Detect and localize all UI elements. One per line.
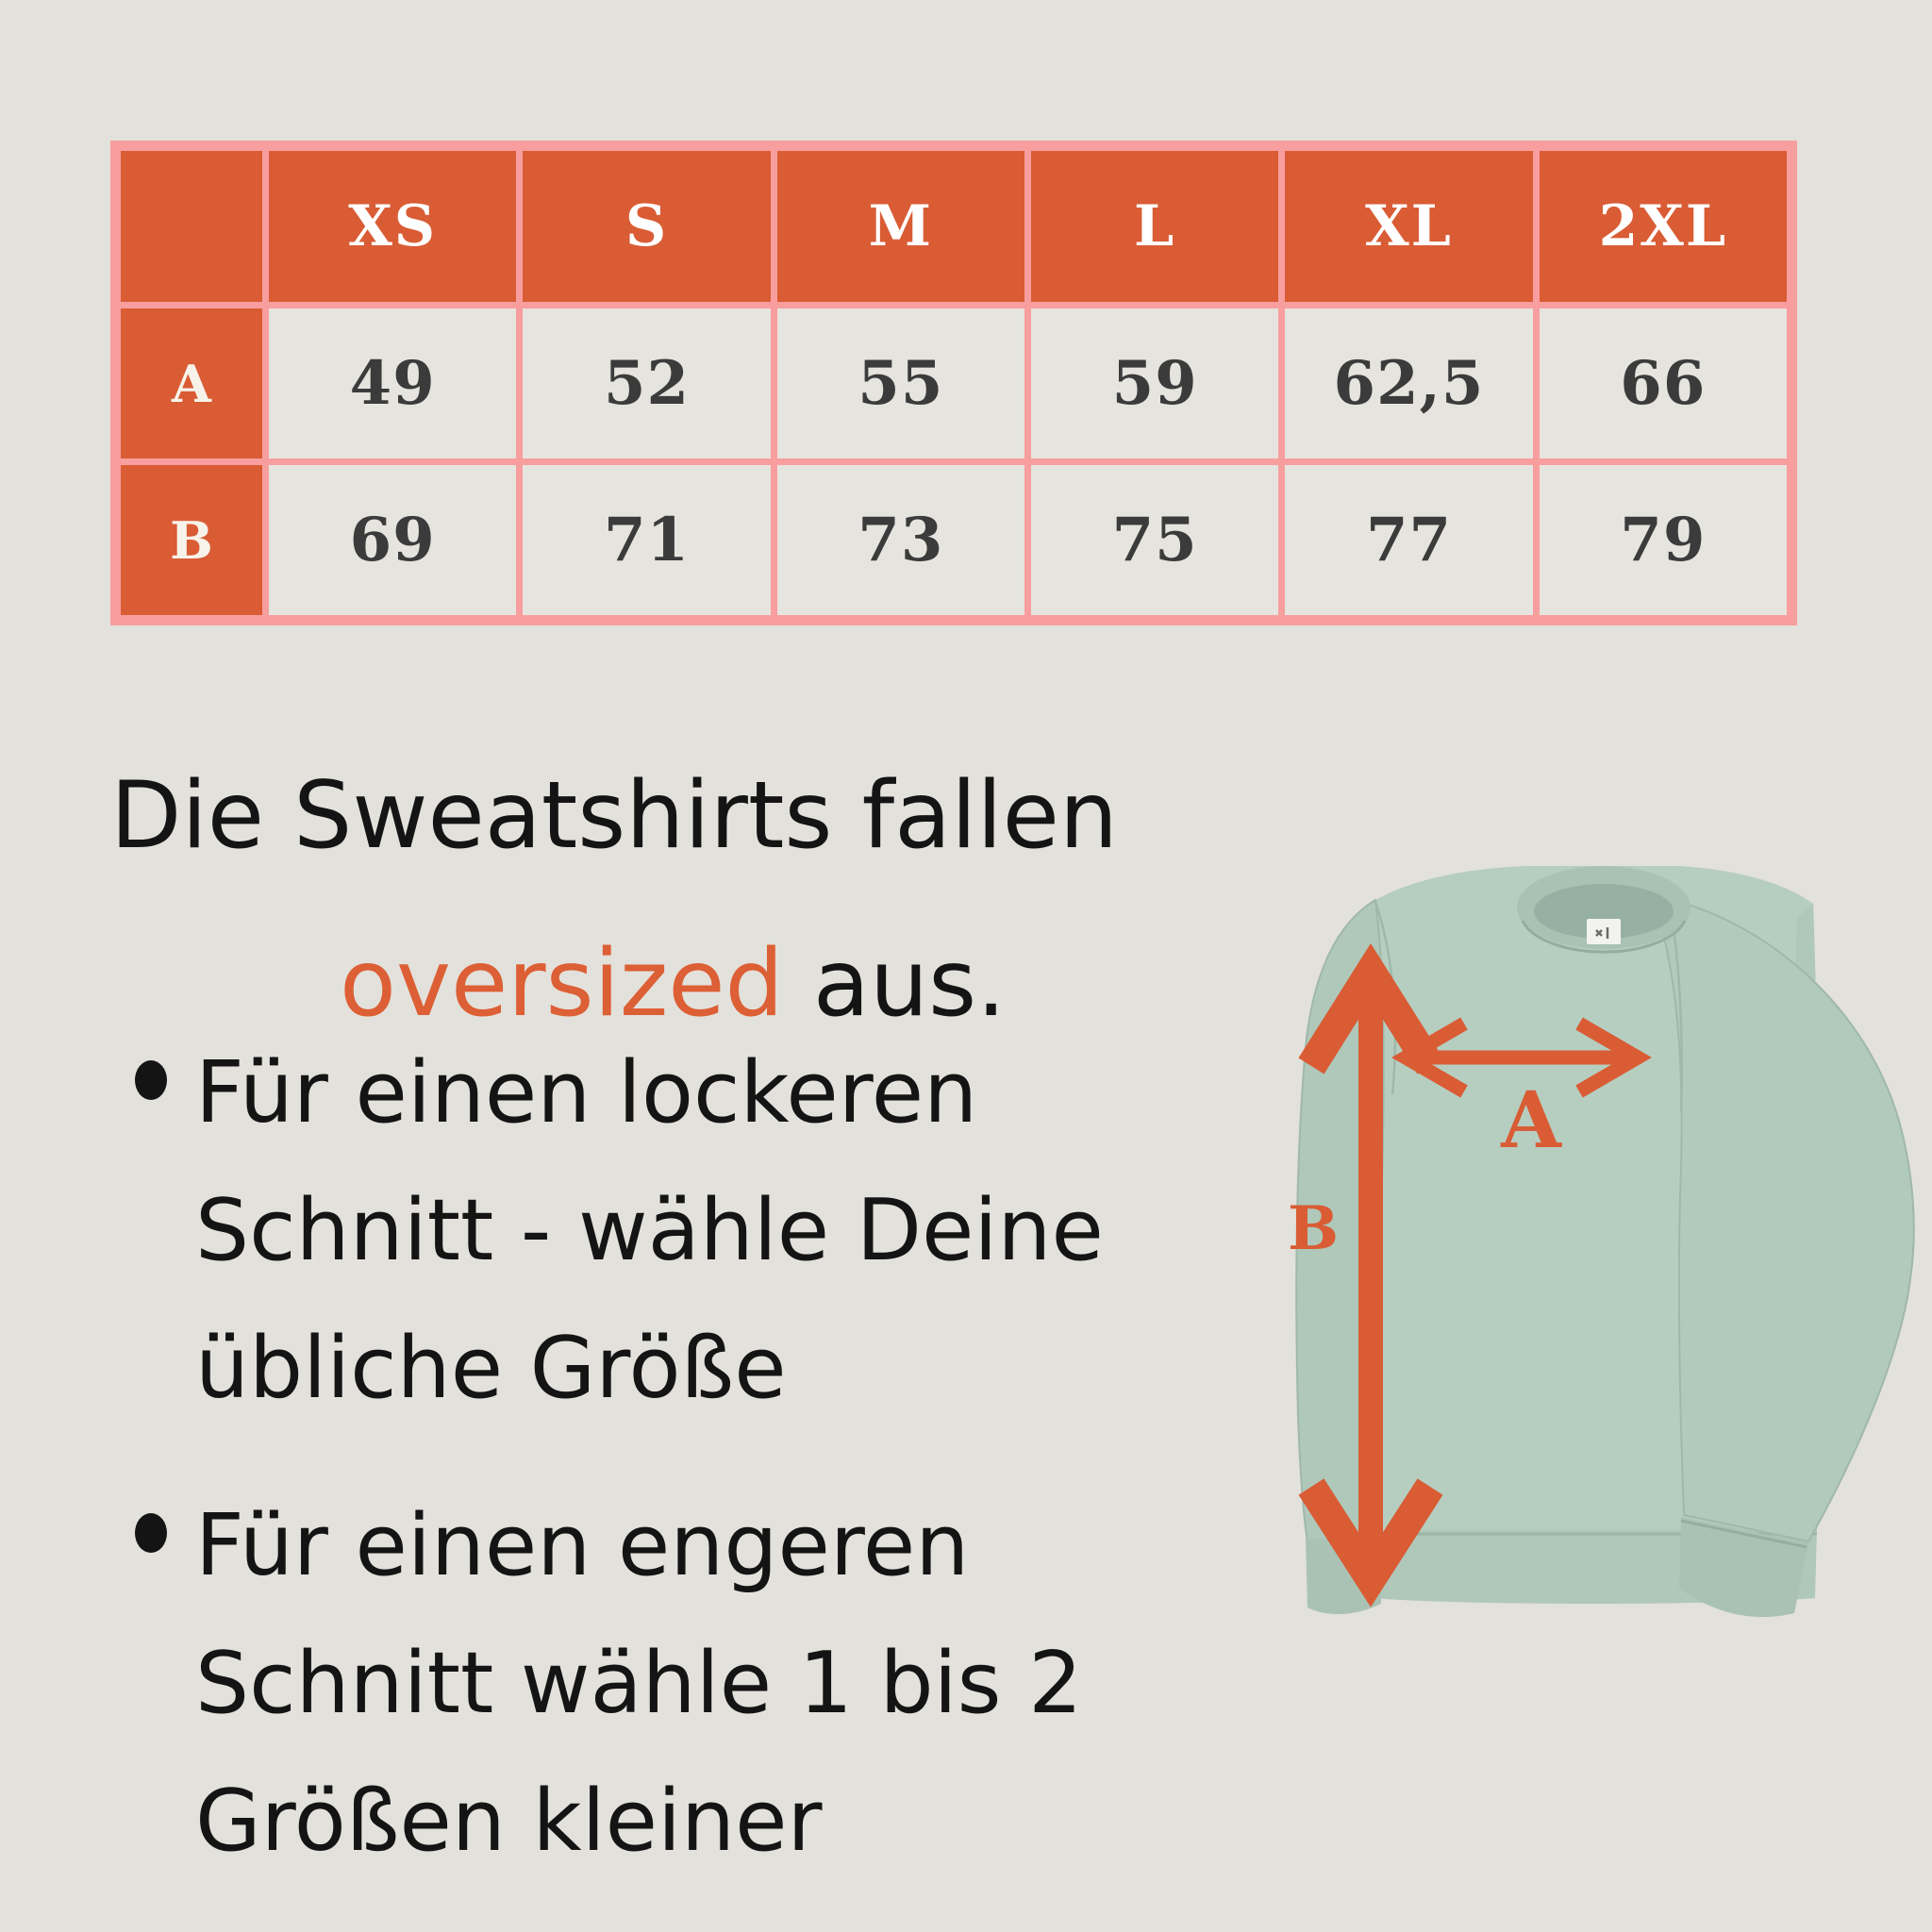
fit-notes-list: Für einen lockeren Schnitt - wähle Deine ü… [110, 1024, 1242, 1930]
right-sleeve [1658, 898, 1915, 1543]
size-column-header-l: L [1030, 151, 1279, 302]
measurement-row-a: A 49 52 55 59 62,5 66 [121, 308, 1787, 458]
fit-note-line: Für einen engeren [195, 1496, 970, 1595]
measurement-value: 49 [269, 308, 517, 458]
sweatshirt-measurement-diagram: A B [1255, 828, 1932, 1658]
size-column-header-m: M [776, 151, 1024, 302]
length-label: B [1288, 1193, 1339, 1264]
measurement-row-label-a: A [121, 308, 262, 458]
neck-label-logo [1595, 927, 1609, 939]
width-label: A [1500, 1075, 1562, 1166]
measurement-value: 52 [523, 308, 771, 458]
length-arrow [1298, 942, 1443, 1607]
width-arrow [1391, 1017, 1652, 1098]
fit-note-item-2: Für einen engeren Schnitt wähle 1 bis 2 Gr… [110, 1477, 1242, 1890]
measurement-value: 62,5 [1285, 308, 1533, 458]
size-column-header-2xl: 2XL [1539, 151, 1787, 302]
measurement-value: 55 [776, 308, 1024, 458]
measurement-value: 79 [1539, 465, 1787, 615]
size-table: XS S M L XL 2XL A 49 52 55 59 62,5 66 B 69 71 73 75 77 79 [110, 141, 1797, 625]
heading: Die Sweatshirts fallen oversized aus. [110, 732, 1118, 1068]
size-column-header-xl: XL [1285, 151, 1533, 302]
measurement-row-b: B 69 71 73 75 77 79 [121, 465, 1787, 615]
fit-note-line: Für einen lockeren [195, 1043, 978, 1142]
size-column-header-xs: XS [269, 151, 517, 302]
bullet-dot [135, 1513, 167, 1553]
measurement-row-label-b: B [121, 465, 262, 615]
fit-note-line: Schnitt - wähle Deine [195, 1181, 1104, 1280]
measurement-value: 73 [776, 465, 1024, 615]
fit-note-item-1: Für einen lockeren Schnitt - wähle Deine ü… [110, 1024, 1242, 1438]
measurement-value: 71 [523, 465, 771, 615]
heading-line-1: Die Sweatshirts fallen [110, 762, 1118, 870]
bullet-dot [135, 1060, 167, 1100]
neck-label [1587, 919, 1621, 944]
heading-line-2: oversized aus. [340, 900, 1118, 1068]
collar-seam [1521, 920, 1687, 954]
measurement-value: 75 [1030, 465, 1279, 615]
measurement-value: 77 [1285, 465, 1533, 615]
fit-note-line: Schnitt wähle 1 bis 2 [195, 1634, 1083, 1733]
fit-note-line: Größen kleiner [195, 1772, 823, 1871]
heading-highlight: oversized [340, 930, 784, 1038]
neck-opening [1534, 884, 1674, 939]
size-column-header-s: S [523, 151, 771, 302]
measurement-value: 59 [1030, 308, 1279, 458]
measurement-value: 66 [1539, 308, 1787, 458]
measurement-value: 69 [269, 465, 517, 615]
heading-suffix: aus. [783, 930, 1007, 1038]
table-corner-cell [121, 151, 262, 302]
sweatshirt-illustration: A B [1288, 866, 1915, 1618]
fit-note-line: übliche Größe [195, 1319, 787, 1418]
